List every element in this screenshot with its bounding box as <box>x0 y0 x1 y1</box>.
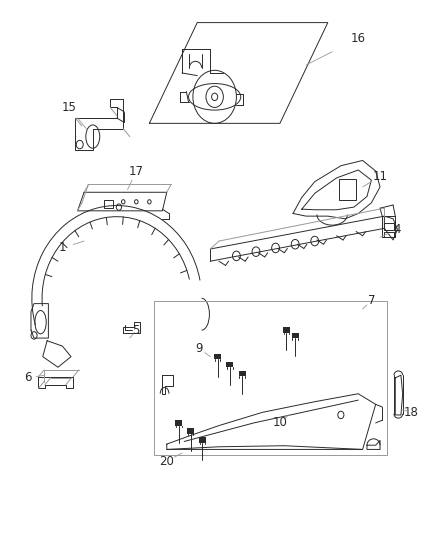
Bar <box>187 428 194 433</box>
Bar <box>339 179 356 200</box>
Text: 20: 20 <box>159 455 174 467</box>
Text: 10: 10 <box>272 416 287 430</box>
Text: 16: 16 <box>351 32 366 45</box>
Text: 9: 9 <box>196 342 203 355</box>
Bar <box>214 354 221 359</box>
Text: 11: 11 <box>373 170 388 183</box>
Bar <box>239 371 246 376</box>
Bar <box>176 420 183 425</box>
Bar <box>292 333 299 338</box>
Circle shape <box>212 93 218 101</box>
Text: 18: 18 <box>404 406 419 419</box>
Bar <box>104 200 113 208</box>
Text: 1: 1 <box>59 241 66 254</box>
Bar <box>384 223 394 230</box>
Bar <box>226 362 233 367</box>
Bar <box>199 437 206 442</box>
Bar <box>283 327 290 333</box>
Text: 4: 4 <box>394 223 401 236</box>
Text: 5: 5 <box>133 324 140 337</box>
Text: 7: 7 <box>367 294 375 308</box>
Bar <box>154 301 387 455</box>
Text: 15: 15 <box>61 101 76 114</box>
Bar <box>384 231 394 237</box>
Text: 6: 6 <box>24 372 31 384</box>
Text: 17: 17 <box>129 165 144 177</box>
